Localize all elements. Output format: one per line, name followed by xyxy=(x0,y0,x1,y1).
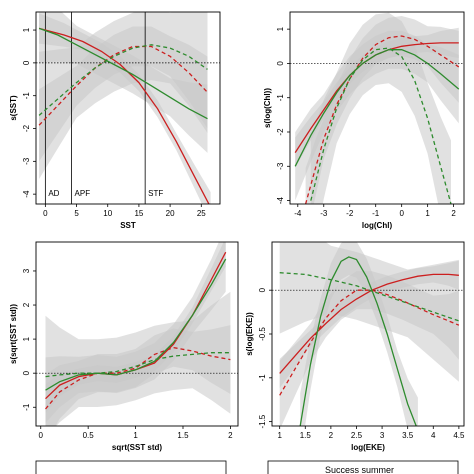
chart-panel-1: AD APF STF 0 5 10 15 20 25 -4 -3 -2 -1 0 1 SST s(SST) xyxy=(9,11,221,230)
x-tick-label: 1.5 xyxy=(300,431,312,440)
y-tick-label: -1 xyxy=(22,92,31,100)
legend-box-right xyxy=(267,460,459,474)
x-tick-label: 25 xyxy=(197,209,206,218)
plot-frame xyxy=(35,241,239,427)
y-axis-label: s(sqrt(SST std)) xyxy=(9,304,18,364)
series-line-summer-solid xyxy=(38,27,210,204)
x-tick-label: -2 xyxy=(346,209,354,218)
x-axis-label: sqrt(SST std) xyxy=(112,443,163,452)
y-tick-label: -3 xyxy=(22,157,31,165)
series-line-winter-solid xyxy=(294,49,460,167)
y-tick-label: 2 xyxy=(22,302,31,307)
x-tick-label: 1 xyxy=(425,209,430,218)
y-tick-label: -3 xyxy=(276,162,285,170)
y-axis-label: s(log(EKE)) xyxy=(245,312,254,356)
x-tick-label: -4 xyxy=(294,209,302,218)
y-tick-label: 3 xyxy=(22,268,31,273)
series-line-summer-dashed xyxy=(304,35,460,204)
y-tick-label: -4 xyxy=(22,190,31,198)
x-tick-label: 15 xyxy=(134,209,143,218)
x-tick-label: 4.5 xyxy=(453,431,465,440)
confidence-band-4 xyxy=(39,12,208,179)
x-tick-label: 1 xyxy=(277,431,282,440)
x-tick-label: 10 xyxy=(103,209,112,218)
series-line-winter-dashed xyxy=(38,44,208,116)
y-tick-label: -1 xyxy=(276,94,285,102)
x-tick-label: 0.5 xyxy=(83,431,95,440)
x-tick-label: 0 xyxy=(43,209,48,218)
plot-area xyxy=(290,12,464,204)
y-tick-label: -1 xyxy=(258,374,267,382)
y-tick-label: 1 xyxy=(22,336,31,341)
plot-frame xyxy=(289,11,465,205)
y-tick-label: 0 xyxy=(258,287,267,292)
y-tick-label: 1 xyxy=(22,27,31,32)
y-tick-label: 0 xyxy=(276,61,285,66)
x-tick-label: 2 xyxy=(228,431,233,440)
y-tick-label: -0.5 xyxy=(258,327,267,341)
x-tick-label: 3 xyxy=(380,431,385,440)
plot-area xyxy=(36,242,238,426)
x-tick-label: 1.5 xyxy=(177,431,189,440)
y-tick-label: -4 xyxy=(276,196,285,204)
y-tick-label: 0 xyxy=(22,370,31,375)
confidence-band-4 xyxy=(310,12,451,204)
y-tick-label: -1 xyxy=(22,403,31,411)
x-axis-label: log(Chl) xyxy=(362,221,393,230)
series-line-winter-dashed xyxy=(45,352,231,378)
y-tick-label: -1.5 xyxy=(258,414,267,428)
plot-frame xyxy=(35,11,221,205)
x-axis-label: log(EKE) xyxy=(351,443,385,452)
plot-area xyxy=(36,12,220,204)
x-tick-label: 3.5 xyxy=(402,431,414,440)
x-tick-label: -1 xyxy=(372,209,380,218)
x-tick-label: 5 xyxy=(74,209,79,218)
plot-area xyxy=(272,242,464,426)
x-tick-label: 1 xyxy=(133,431,138,440)
x-tick-label: 2.5 xyxy=(351,431,363,440)
confidence-band-4 xyxy=(45,291,231,426)
legend: Success summer xyxy=(35,460,459,474)
x-tick-label: -3 xyxy=(320,209,328,218)
legend-label-right: Success summer xyxy=(325,465,394,474)
series-line-winter-solid xyxy=(299,256,417,426)
y-axis-label: s(log(Chl)) xyxy=(263,88,272,128)
x-tick-label: 2 xyxy=(451,209,456,218)
y-tick-label: 1 xyxy=(276,26,285,31)
series-line-winter-solid xyxy=(38,27,208,120)
front-label-2: APF xyxy=(75,189,91,198)
chart-panel-3: 0 0.5 1 1.5 2 -1 0 1 2 3 sqrt(SST std) s(sqrt(SST s… xyxy=(9,241,239,452)
y-tick-label: -2 xyxy=(276,128,285,136)
legend-box-left xyxy=(35,460,227,474)
x-tick-label: 20 xyxy=(166,209,175,218)
series-line-summer-dashed xyxy=(44,346,231,410)
x-tick-label: 4 xyxy=(431,431,436,440)
x-tick-label: 0 xyxy=(399,209,404,218)
y-tick-label: 0 xyxy=(22,60,31,65)
series-line-summer-dashed xyxy=(38,45,208,126)
x-axis-label: SST xyxy=(120,221,136,230)
y-axis-label: s(SST) xyxy=(9,95,18,121)
x-tick-label: 0 xyxy=(39,431,44,440)
front-label-3: STF xyxy=(148,189,163,198)
front-label-1: AD xyxy=(48,189,59,198)
series-line-winter-dashed xyxy=(279,272,460,322)
series-line-winter-solid xyxy=(45,258,227,391)
y-tick-label: -2 xyxy=(22,124,31,132)
x-tick-label: 2 xyxy=(329,431,334,440)
chart-panel-2: -4 -3 -2 -1 0 1 2 -4 -3 -2 -1 0 1 log(Chl) s(log(Chl)) xyxy=(263,11,465,230)
chart-panel-4: 1 1.5 2 2.5 3 3.5 4 4.5 -1.5 -1 -0.5 0 log(EKE) s(log… xyxy=(245,241,465,452)
